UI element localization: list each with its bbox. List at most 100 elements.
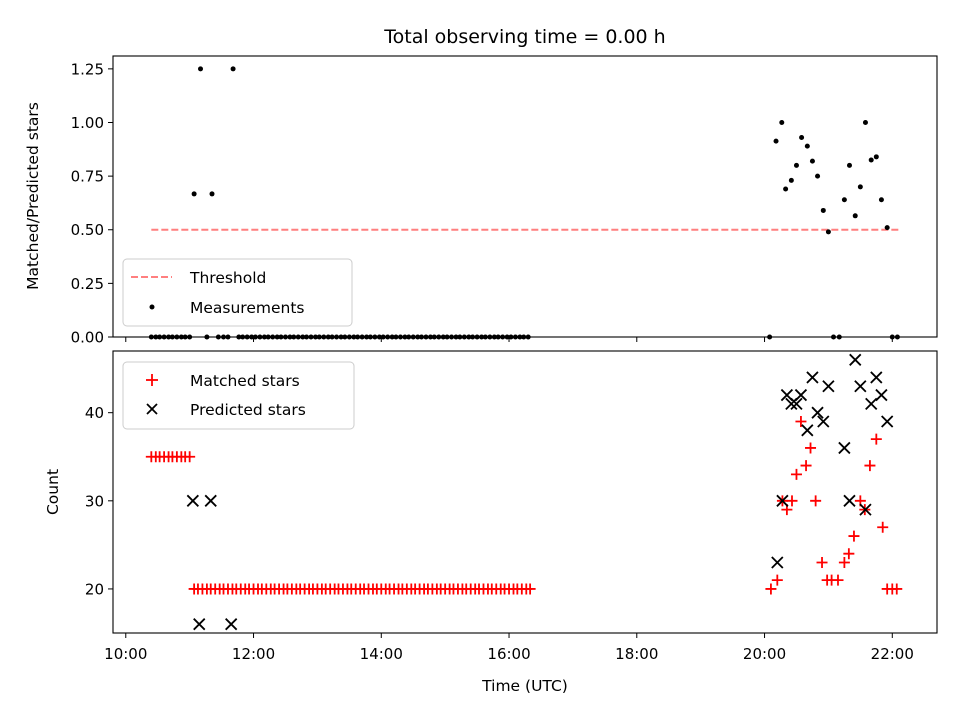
matched-star-marker <box>870 433 882 445</box>
bottom-x-tick-label: 18:00 <box>615 645 658 663</box>
measurement-point <box>783 186 789 192</box>
measurement-point <box>191 191 197 197</box>
matched-star-marker <box>864 460 876 472</box>
predicted-star-marker <box>794 388 808 402</box>
bottom-x-tick-label: 12:00 <box>232 645 275 663</box>
matched-star-marker <box>843 548 855 560</box>
bottom-axes-frame <box>112 350 938 634</box>
measurement-point <box>884 225 890 231</box>
matched-star-marker <box>816 557 828 568</box>
bottom-x-tick-label: 14:00 <box>360 645 403 663</box>
top-y-tick-label: 0.00 <box>71 329 104 347</box>
measurement-point <box>198 66 204 72</box>
bottom-legend: Matched stars Predicted stars <box>122 361 355 430</box>
matched-star-marker <box>810 495 822 507</box>
predicted-star-marker <box>204 494 217 507</box>
matched-star-marker <box>790 468 802 480</box>
measurements-legend-label: Measurements <box>190 299 305 317</box>
top-tick-layer: 0.00 0.25 0.50 0.75 1.00 1.25 <box>71 60 893 347</box>
x-axis-title: Time (UTC) <box>481 677 568 695</box>
bottom-y-tick-label: 40 <box>85 404 104 422</box>
predicted-legend-label: Predicted stars <box>190 401 306 419</box>
matched-star-marker <box>524 583 536 595</box>
measurement-point <box>846 162 852 168</box>
predicted-star-marker <box>225 618 238 631</box>
measurement-point <box>804 143 810 149</box>
top-y-axis-title: Matched/Predicted stars <box>24 102 42 290</box>
matched-star-marker <box>832 574 844 586</box>
predicted-star-marker <box>817 415 830 428</box>
matched-star-marker <box>848 530 860 542</box>
predicted-star-marker <box>811 406 824 419</box>
predicted-star-marker <box>875 388 888 402</box>
top-y-tick-label: 1.25 <box>71 60 104 78</box>
top-y-tick-label: 0.50 <box>71 221 104 239</box>
predicted-star-marker <box>806 371 819 384</box>
measurement-point <box>230 66 236 72</box>
bottom-y-tick-label: 30 <box>85 492 104 510</box>
bottom-legend-box <box>122 361 355 430</box>
predicted-star-marker <box>193 618 206 631</box>
measurement-point <box>779 119 785 125</box>
predicted-star-marker <box>870 371 883 384</box>
measurement-point <box>788 177 794 183</box>
measurement-point <box>878 197 884 203</box>
matched-star-marker <box>800 460 812 472</box>
predicted-star-marker <box>843 494 856 507</box>
predicted-star-marker <box>790 397 803 411</box>
predicted-star-marker <box>838 441 851 455</box>
bottom-tick-layer: 20 30 40 10:00 12:00 14:00 16:00 18:00 20:00 22:0… <box>85 404 914 663</box>
predicted-star-marker <box>186 494 199 507</box>
measurement-point <box>868 157 874 163</box>
predicted-star-marker <box>854 380 867 393</box>
measurement-point <box>857 184 863 190</box>
measurement-point <box>793 162 799 168</box>
predicted-star-marker <box>776 494 789 507</box>
bottom-y-tick-label: 20 <box>85 580 104 598</box>
bottom-x-tick-label: 16:00 <box>487 645 530 663</box>
matched-star-marker <box>838 557 850 568</box>
measurement-point <box>873 154 879 160</box>
measurement-point <box>820 207 826 213</box>
predicted-star-marker <box>865 397 878 411</box>
measurement-point <box>852 213 858 219</box>
matched-star-marker <box>891 583 903 595</box>
matched-legend-swatch <box>146 374 158 386</box>
predicted-star-marker <box>785 397 798 411</box>
top-axes-frame <box>112 55 938 338</box>
matched-star-marker <box>771 574 783 586</box>
predicted-star-marker <box>780 388 794 402</box>
chart-title: Total observing time = 0.00 h <box>383 26 665 48</box>
measurement-point <box>825 229 831 235</box>
top-y-tick-label: 0.75 <box>71 168 104 186</box>
top-y-tick-label: 1.00 <box>71 114 104 132</box>
matched-star-marker <box>184 451 196 463</box>
predicted-star-marker <box>881 415 894 428</box>
top-panel: 0.00 0.25 0.50 0.75 1.00 1.25 Matched/Predict… <box>24 55 938 347</box>
matched-star-marker <box>765 583 777 595</box>
bottom-x-tick-label: 22:00 <box>871 645 914 663</box>
matched-legend-label: Matched stars <box>190 372 300 390</box>
bottom-x-tick-label: 20:00 <box>743 645 786 663</box>
measurement-point <box>773 138 779 144</box>
predicted-legend-swatch <box>146 403 158 415</box>
bottom-y-axis-title: Count <box>44 469 62 515</box>
predicted-star-marker <box>771 556 784 569</box>
measurement-point <box>841 197 847 203</box>
matched-star-marker <box>805 442 817 454</box>
measurement-point <box>815 173 821 179</box>
matched-star-marker <box>786 495 798 507</box>
predicted-star-marker <box>849 353 862 366</box>
predicted-star-marker <box>801 424 814 437</box>
measurement-point <box>209 191 215 197</box>
predicted-star-marker <box>859 503 872 516</box>
bottom-x-tick-label: 10:00 <box>104 645 147 663</box>
measurement-point <box>799 135 805 141</box>
matched-star-marker <box>795 416 807 427</box>
measurements-legend-swatch <box>149 304 155 310</box>
matched-star-marker <box>877 521 889 533</box>
bottom-data-layer <box>145 353 903 631</box>
bottom-panel: 20 30 40 10:00 12:00 14:00 16:00 18:00 20:00 22:0… <box>44 350 938 695</box>
